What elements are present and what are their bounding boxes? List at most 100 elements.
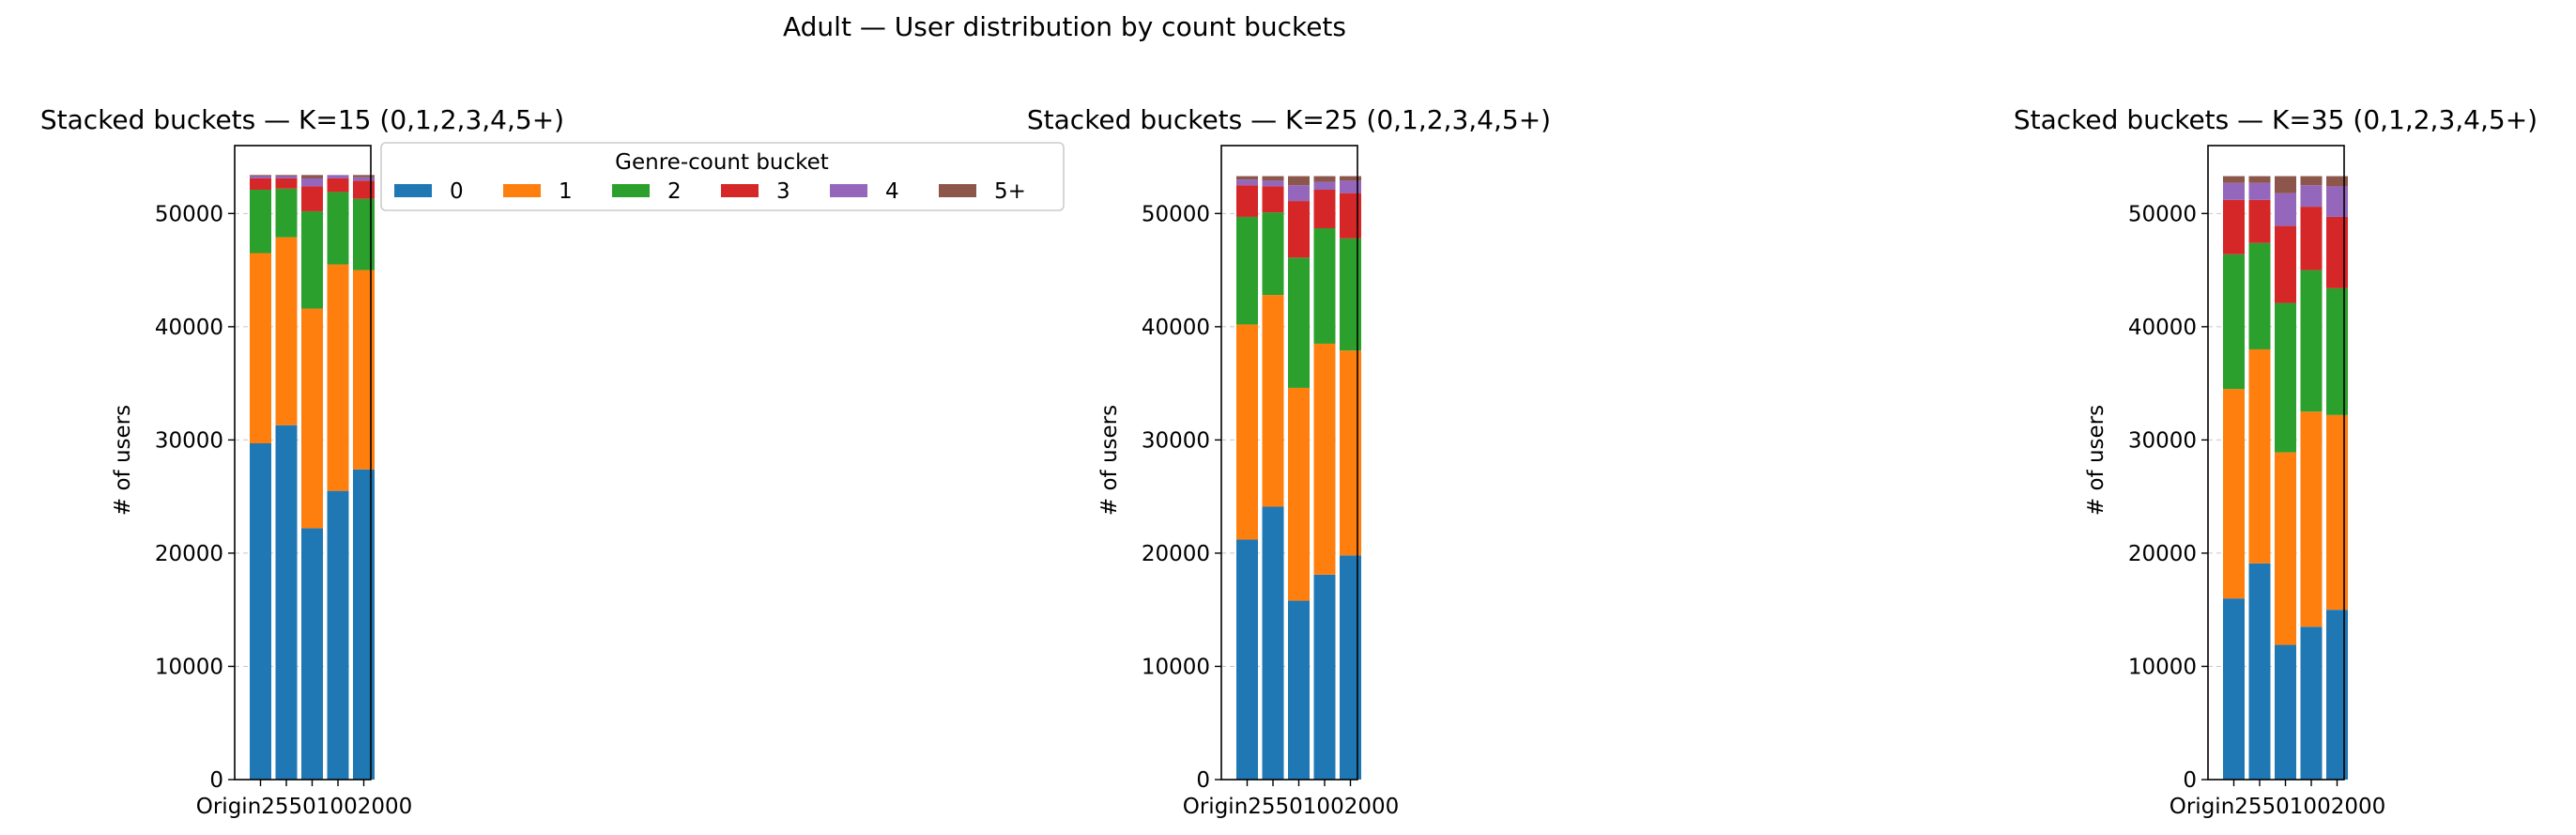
bar-segment-3-2 xyxy=(1288,201,1310,258)
bar-segment-5plus-1 xyxy=(2248,176,2271,183)
bar-segment-3-1 xyxy=(2248,199,2271,243)
y-tick-label: 30000 xyxy=(155,428,223,453)
x-tick-labels: Origin25501002000 xyxy=(2170,795,2385,819)
bar-segment-1-0 xyxy=(250,253,271,444)
x-tick-labels: Origin25501002000 xyxy=(1183,795,1399,819)
bar-segment-0-3 xyxy=(2300,626,2323,780)
axes-frame xyxy=(2207,145,2345,781)
y-tick-label: 50000 xyxy=(1142,202,1210,226)
bar-segment-2-4 xyxy=(2326,287,2348,415)
bar-segment-0-2 xyxy=(1288,600,1310,780)
bar-segment-2-2 xyxy=(301,210,323,309)
bar-segment-4-0 xyxy=(1236,179,1258,186)
bar-segment-4-4 xyxy=(1340,180,1361,193)
bar-segment-2-4 xyxy=(1340,238,1361,351)
y-tick-label: 0 xyxy=(209,768,223,793)
y-axis-ticks: 0 10000 20000 30000 40000 50000 xyxy=(2128,202,2208,793)
bar-segment-3-0 xyxy=(250,178,271,191)
panel-title: Stacked buckets — K=25 (0,1,2,3,4,5+) xyxy=(1027,104,1551,135)
bar-segment-3-4 xyxy=(353,180,375,199)
bar-segment-5plus-0 xyxy=(1236,176,1258,180)
x-axis-ticks xyxy=(2232,780,2338,786)
y-tick-label: 30000 xyxy=(1142,428,1210,453)
y-axis-ticks: 0 10000 20000 30000 40000 50000 xyxy=(1142,202,1221,793)
bar-segment-0-4 xyxy=(353,469,375,780)
x-tick-labels: Origin25501002000 xyxy=(196,795,412,819)
bar-segment-4-1 xyxy=(2248,182,2271,200)
y-tick-label: 0 xyxy=(2183,768,2197,793)
bar-segment-2-1 xyxy=(1262,212,1284,296)
bar-segment-1-3 xyxy=(1313,343,1336,575)
bar-segment-3-3 xyxy=(2300,207,2323,271)
bar-segment-0-0 xyxy=(250,443,271,780)
bar-segment-3-0 xyxy=(1236,185,1258,217)
legend-frame xyxy=(380,142,1065,211)
y-axis-ticks: 0 10000 20000 30000 40000 50000 xyxy=(155,202,235,793)
bar-segment-1-4 xyxy=(1340,350,1361,556)
bar-segment-5plus-3 xyxy=(2300,176,2323,186)
y-axis-label: # of users xyxy=(2084,405,2108,516)
legend-swatch-2 xyxy=(612,184,650,197)
bar-segment-0-1 xyxy=(275,425,298,780)
bar-segment-4-3 xyxy=(2300,185,2323,208)
bar-segment-1-4 xyxy=(353,270,375,470)
bar-segment-0-0 xyxy=(1236,539,1258,780)
bar-segment-5plus-1 xyxy=(275,175,298,177)
bars xyxy=(1236,176,1361,780)
y-tick-label: 20000 xyxy=(155,542,223,566)
bar-segment-4-4 xyxy=(353,177,375,181)
x-axis-ticks xyxy=(1246,780,1352,786)
bar-segment-0-4 xyxy=(1340,555,1361,780)
bar-segment-2-1 xyxy=(275,188,298,238)
figure-suptitle: Adult — User distribution by count bucke… xyxy=(783,11,1346,42)
legend-label: 2 xyxy=(667,179,682,204)
bar-segment-2-0 xyxy=(250,190,271,254)
y-tick-label: 10000 xyxy=(1142,655,1210,679)
bar-segment-3-1 xyxy=(1262,186,1284,213)
bar-segment-5plus-4 xyxy=(353,175,375,178)
bar-segment-5plus-2 xyxy=(2275,176,2296,193)
bar-segment-2-2 xyxy=(1288,257,1310,388)
bar-segment-3-3 xyxy=(327,178,349,193)
bar-segment-4-0 xyxy=(2223,182,2245,200)
bar-segment-1-3 xyxy=(2300,411,2323,627)
bar-segment-4-1 xyxy=(1262,180,1284,187)
bar-segment-5plus-4 xyxy=(1340,176,1361,181)
y-tick-label: 40000 xyxy=(2128,316,2197,340)
bar-segment-1-1 xyxy=(275,237,298,425)
bar-segment-4-2 xyxy=(301,178,323,187)
bar-segment-1-4 xyxy=(2326,414,2348,611)
bar-segment-0-4 xyxy=(2326,610,2348,780)
bar-segment-5plus-2 xyxy=(1288,176,1310,186)
bar-segment-2-2 xyxy=(2275,302,2296,453)
bar-segment-0-3 xyxy=(1313,574,1336,780)
bar-segment-2-0 xyxy=(2223,254,2245,390)
bar-segment-1-2 xyxy=(301,308,323,529)
panel-title: Stacked buckets — K=35 (0,1,2,3,4,5+) xyxy=(2014,104,2538,135)
legend-title: Genre-count bucket xyxy=(615,150,829,175)
bar-segment-1-0 xyxy=(1236,324,1258,540)
legend-label: 3 xyxy=(776,179,790,204)
chart-panel-k25: Stacked buckets — K=25 (0,1,2,3,4,5+) # … xyxy=(1027,104,1551,819)
legend-label: 5+ xyxy=(994,179,1026,204)
bar-segment-1-0 xyxy=(2223,389,2245,599)
y-tick-label: 50000 xyxy=(155,202,223,226)
bar-segment-5plus-2 xyxy=(301,175,323,178)
x-axis-ticks xyxy=(259,780,365,786)
axes-frame xyxy=(1220,145,1358,781)
axes-frame xyxy=(234,145,372,781)
bar-segment-4-2 xyxy=(1288,185,1310,202)
legend-label: 0 xyxy=(450,179,464,204)
bar-segment-2-3 xyxy=(327,192,349,265)
legend-label: 1 xyxy=(559,179,573,204)
bar-segment-1-2 xyxy=(1288,387,1310,601)
bar-segment-5plus-4 xyxy=(2326,176,2348,187)
bars xyxy=(250,175,375,780)
bar-segment-4-2 xyxy=(2275,193,2296,226)
y-tick-label: 40000 xyxy=(155,316,223,340)
legend: Genre-count bucket 0 1 2 3 4 5+ xyxy=(380,142,1065,211)
y-tick-label: 10000 xyxy=(2128,655,2197,679)
bar-segment-1-2 xyxy=(2275,452,2296,645)
bar-segment-3-2 xyxy=(2275,225,2296,303)
bar-segment-1-1 xyxy=(1262,295,1284,507)
